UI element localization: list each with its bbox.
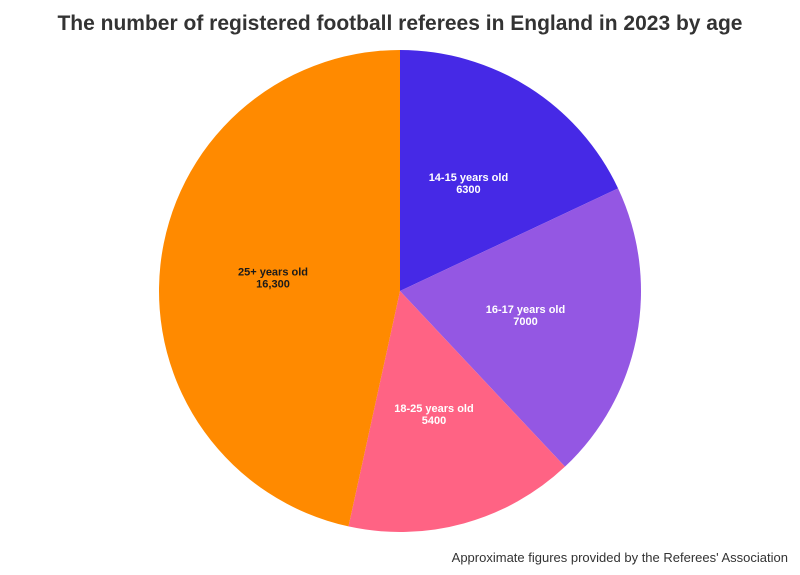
pie-slice-14-15-years-old xyxy=(400,50,619,291)
slice-value-label: 7000 xyxy=(513,316,537,328)
slice-category-label: 16-17 years old xyxy=(486,304,566,316)
chart-title: The number of registered football refere… xyxy=(57,12,743,35)
slice-category-label: 18-25 years old xyxy=(394,403,474,415)
slice-value-label: 16,300 xyxy=(256,278,290,290)
pie-slice-18-25-years-old xyxy=(348,291,565,532)
slice-value-label: 6300 xyxy=(456,184,480,196)
slice-category-label: 14-15 years old xyxy=(429,172,509,184)
source-caption: Approximate figures provided by the Refe… xyxy=(451,550,788,565)
slice-value-label: 5400 xyxy=(422,415,446,427)
pie-slices xyxy=(158,50,641,532)
slice-category-label: 25+ years old xyxy=(238,266,308,278)
pie-slice-16-17-years-old xyxy=(400,188,641,467)
pie-slice-25-years-old xyxy=(158,50,400,527)
